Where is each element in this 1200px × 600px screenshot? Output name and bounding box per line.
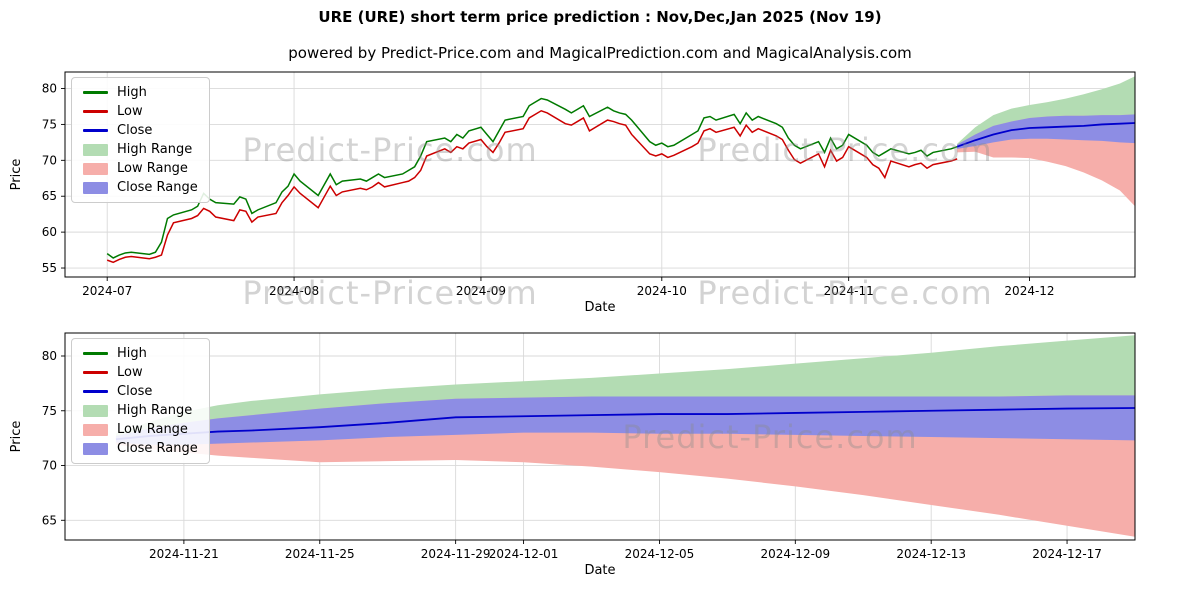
x-tick-label: 2024-12-01 bbox=[489, 547, 559, 561]
legend-item-low-range: Low Range bbox=[83, 159, 198, 178]
legend-label: Low bbox=[117, 104, 143, 119]
y-axis-label: Price bbox=[9, 421, 24, 453]
legend-item-close: Close bbox=[83, 121, 198, 140]
legend-item-close-range: Close Range bbox=[83, 178, 198, 197]
axes-frame bbox=[64, 332, 1136, 541]
y-tick-label: 60 bbox=[42, 225, 57, 239]
x-tick-label: 2024-12 bbox=[1004, 284, 1054, 298]
close-series-line bbox=[115, 407, 1136, 441]
legend-label: High Range bbox=[117, 142, 193, 157]
x-tick-label: 2024-11-21 bbox=[149, 547, 219, 561]
legend-bottom-chart: High Low Close High Range Low Range Clos… bbox=[71, 338, 210, 464]
close-series-line bbox=[956, 122, 1136, 148]
close-range-band bbox=[115, 395, 1135, 445]
high-line-swatch-icon bbox=[83, 352, 108, 355]
x-axis-label: Date bbox=[584, 300, 615, 315]
low-range-swatch-icon bbox=[83, 162, 108, 175]
y-tick-label: 80 bbox=[42, 349, 57, 363]
low-line-swatch-icon bbox=[83, 371, 108, 374]
legend-item-high-range: High Range bbox=[83, 140, 198, 159]
close-range-swatch-icon bbox=[83, 181, 108, 194]
y-tick-label: 65 bbox=[42, 189, 57, 203]
x-tick-label: 2024-12-13 bbox=[896, 547, 966, 561]
legend-label: High bbox=[117, 85, 147, 100]
legend-label: High bbox=[117, 346, 147, 361]
y-tick-label: 55 bbox=[42, 261, 57, 275]
close-range-swatch-icon bbox=[83, 442, 108, 455]
legend-label: Close bbox=[117, 384, 153, 399]
y-tick-label: 75 bbox=[42, 117, 57, 131]
legend-top-chart: High Low Close High Range Low Range Clos… bbox=[71, 77, 210, 203]
high-series-line bbox=[106, 97, 958, 259]
close-line-swatch-icon bbox=[83, 129, 108, 132]
legend-item-high: High bbox=[83, 344, 198, 363]
x-tick-label: 2024-10 bbox=[637, 284, 687, 298]
x-tick-label: 2024-11 bbox=[824, 284, 874, 298]
y-tick-label: 70 bbox=[42, 153, 57, 167]
low-range-swatch-icon bbox=[83, 423, 108, 436]
x-tick-label: 2024-12-05 bbox=[625, 547, 695, 561]
y-tick-label: 70 bbox=[42, 459, 57, 473]
axes-frame bbox=[64, 71, 1136, 278]
high-line-swatch-icon bbox=[83, 91, 108, 94]
x-tick-label: 2024-08 bbox=[269, 284, 319, 298]
y-axis-label: Price bbox=[9, 159, 24, 191]
x-tick-label: 2024-12-09 bbox=[760, 547, 830, 561]
y-tick-label: 65 bbox=[42, 513, 57, 527]
y-tick-label: 75 bbox=[42, 404, 57, 418]
x-tick-label: 2024-09 bbox=[456, 284, 506, 298]
low-series-line bbox=[106, 109, 958, 264]
legend-item-low-range: Low Range bbox=[83, 420, 198, 439]
legend-item-low: Low bbox=[83, 363, 198, 382]
x-tick-label: 2024-11-25 bbox=[285, 547, 355, 561]
legend-label: Low Range bbox=[117, 422, 188, 437]
x-tick-label: 2024-07 bbox=[82, 284, 132, 298]
high-range-swatch-icon bbox=[83, 143, 108, 156]
legend-label: High Range bbox=[117, 403, 193, 418]
legend-item-low: Low bbox=[83, 102, 198, 121]
close-line-swatch-icon bbox=[83, 390, 108, 393]
chart-title: URE (URE) short term price prediction : … bbox=[318, 8, 882, 26]
low-line-swatch-icon bbox=[83, 110, 108, 113]
legend-item-close: Close bbox=[83, 382, 198, 401]
y-tick-label: 80 bbox=[42, 82, 57, 96]
legend-label: Close bbox=[117, 123, 153, 138]
legend-label: Low Range bbox=[117, 161, 188, 176]
legend-label: Low bbox=[117, 365, 143, 380]
legend-item-high: High bbox=[83, 83, 198, 102]
chart-subtitle: powered by Predict-Price.com and Magical… bbox=[288, 44, 912, 62]
legend-item-close-range: Close Range bbox=[83, 439, 198, 458]
close-range-band bbox=[957, 114, 1135, 149]
high-range-swatch-icon bbox=[83, 404, 108, 417]
x-tick-label: 2024-12-17 bbox=[1032, 547, 1102, 561]
legend-label: Close Range bbox=[117, 441, 198, 456]
legend-label: Close Range bbox=[117, 180, 198, 195]
x-tick-label: 2024-11-29 bbox=[421, 547, 491, 561]
legend-item-high-range: High Range bbox=[83, 401, 198, 420]
x-axis-label: Date bbox=[584, 563, 615, 578]
